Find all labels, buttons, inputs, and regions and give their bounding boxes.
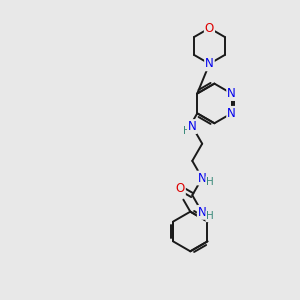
Text: N: N bbox=[227, 87, 236, 100]
Text: N: N bbox=[227, 107, 236, 120]
Text: N: N bbox=[198, 206, 207, 219]
Text: O: O bbox=[176, 182, 185, 195]
Text: H: H bbox=[184, 125, 191, 136]
Text: H: H bbox=[206, 177, 214, 187]
Text: O: O bbox=[205, 22, 214, 34]
Text: N: N bbox=[188, 120, 197, 133]
Text: N: N bbox=[205, 57, 214, 70]
Text: N: N bbox=[198, 172, 207, 184]
Text: H: H bbox=[206, 211, 214, 221]
